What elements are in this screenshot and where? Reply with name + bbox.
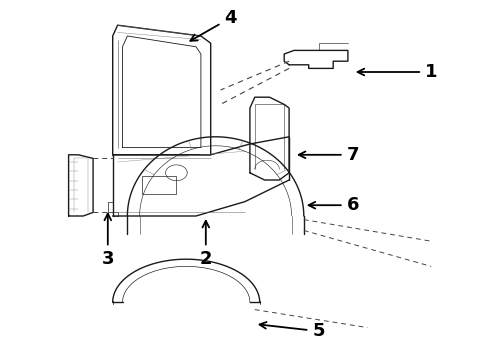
Text: 2: 2 [199, 221, 212, 268]
Text: 7: 7 [299, 146, 359, 164]
Text: 6: 6 [309, 196, 359, 214]
Text: 3: 3 [101, 213, 114, 268]
Text: 1: 1 [358, 63, 438, 81]
Text: 4: 4 [191, 9, 237, 41]
Bar [142, 176, 176, 194]
Text: 5: 5 [260, 322, 325, 340]
